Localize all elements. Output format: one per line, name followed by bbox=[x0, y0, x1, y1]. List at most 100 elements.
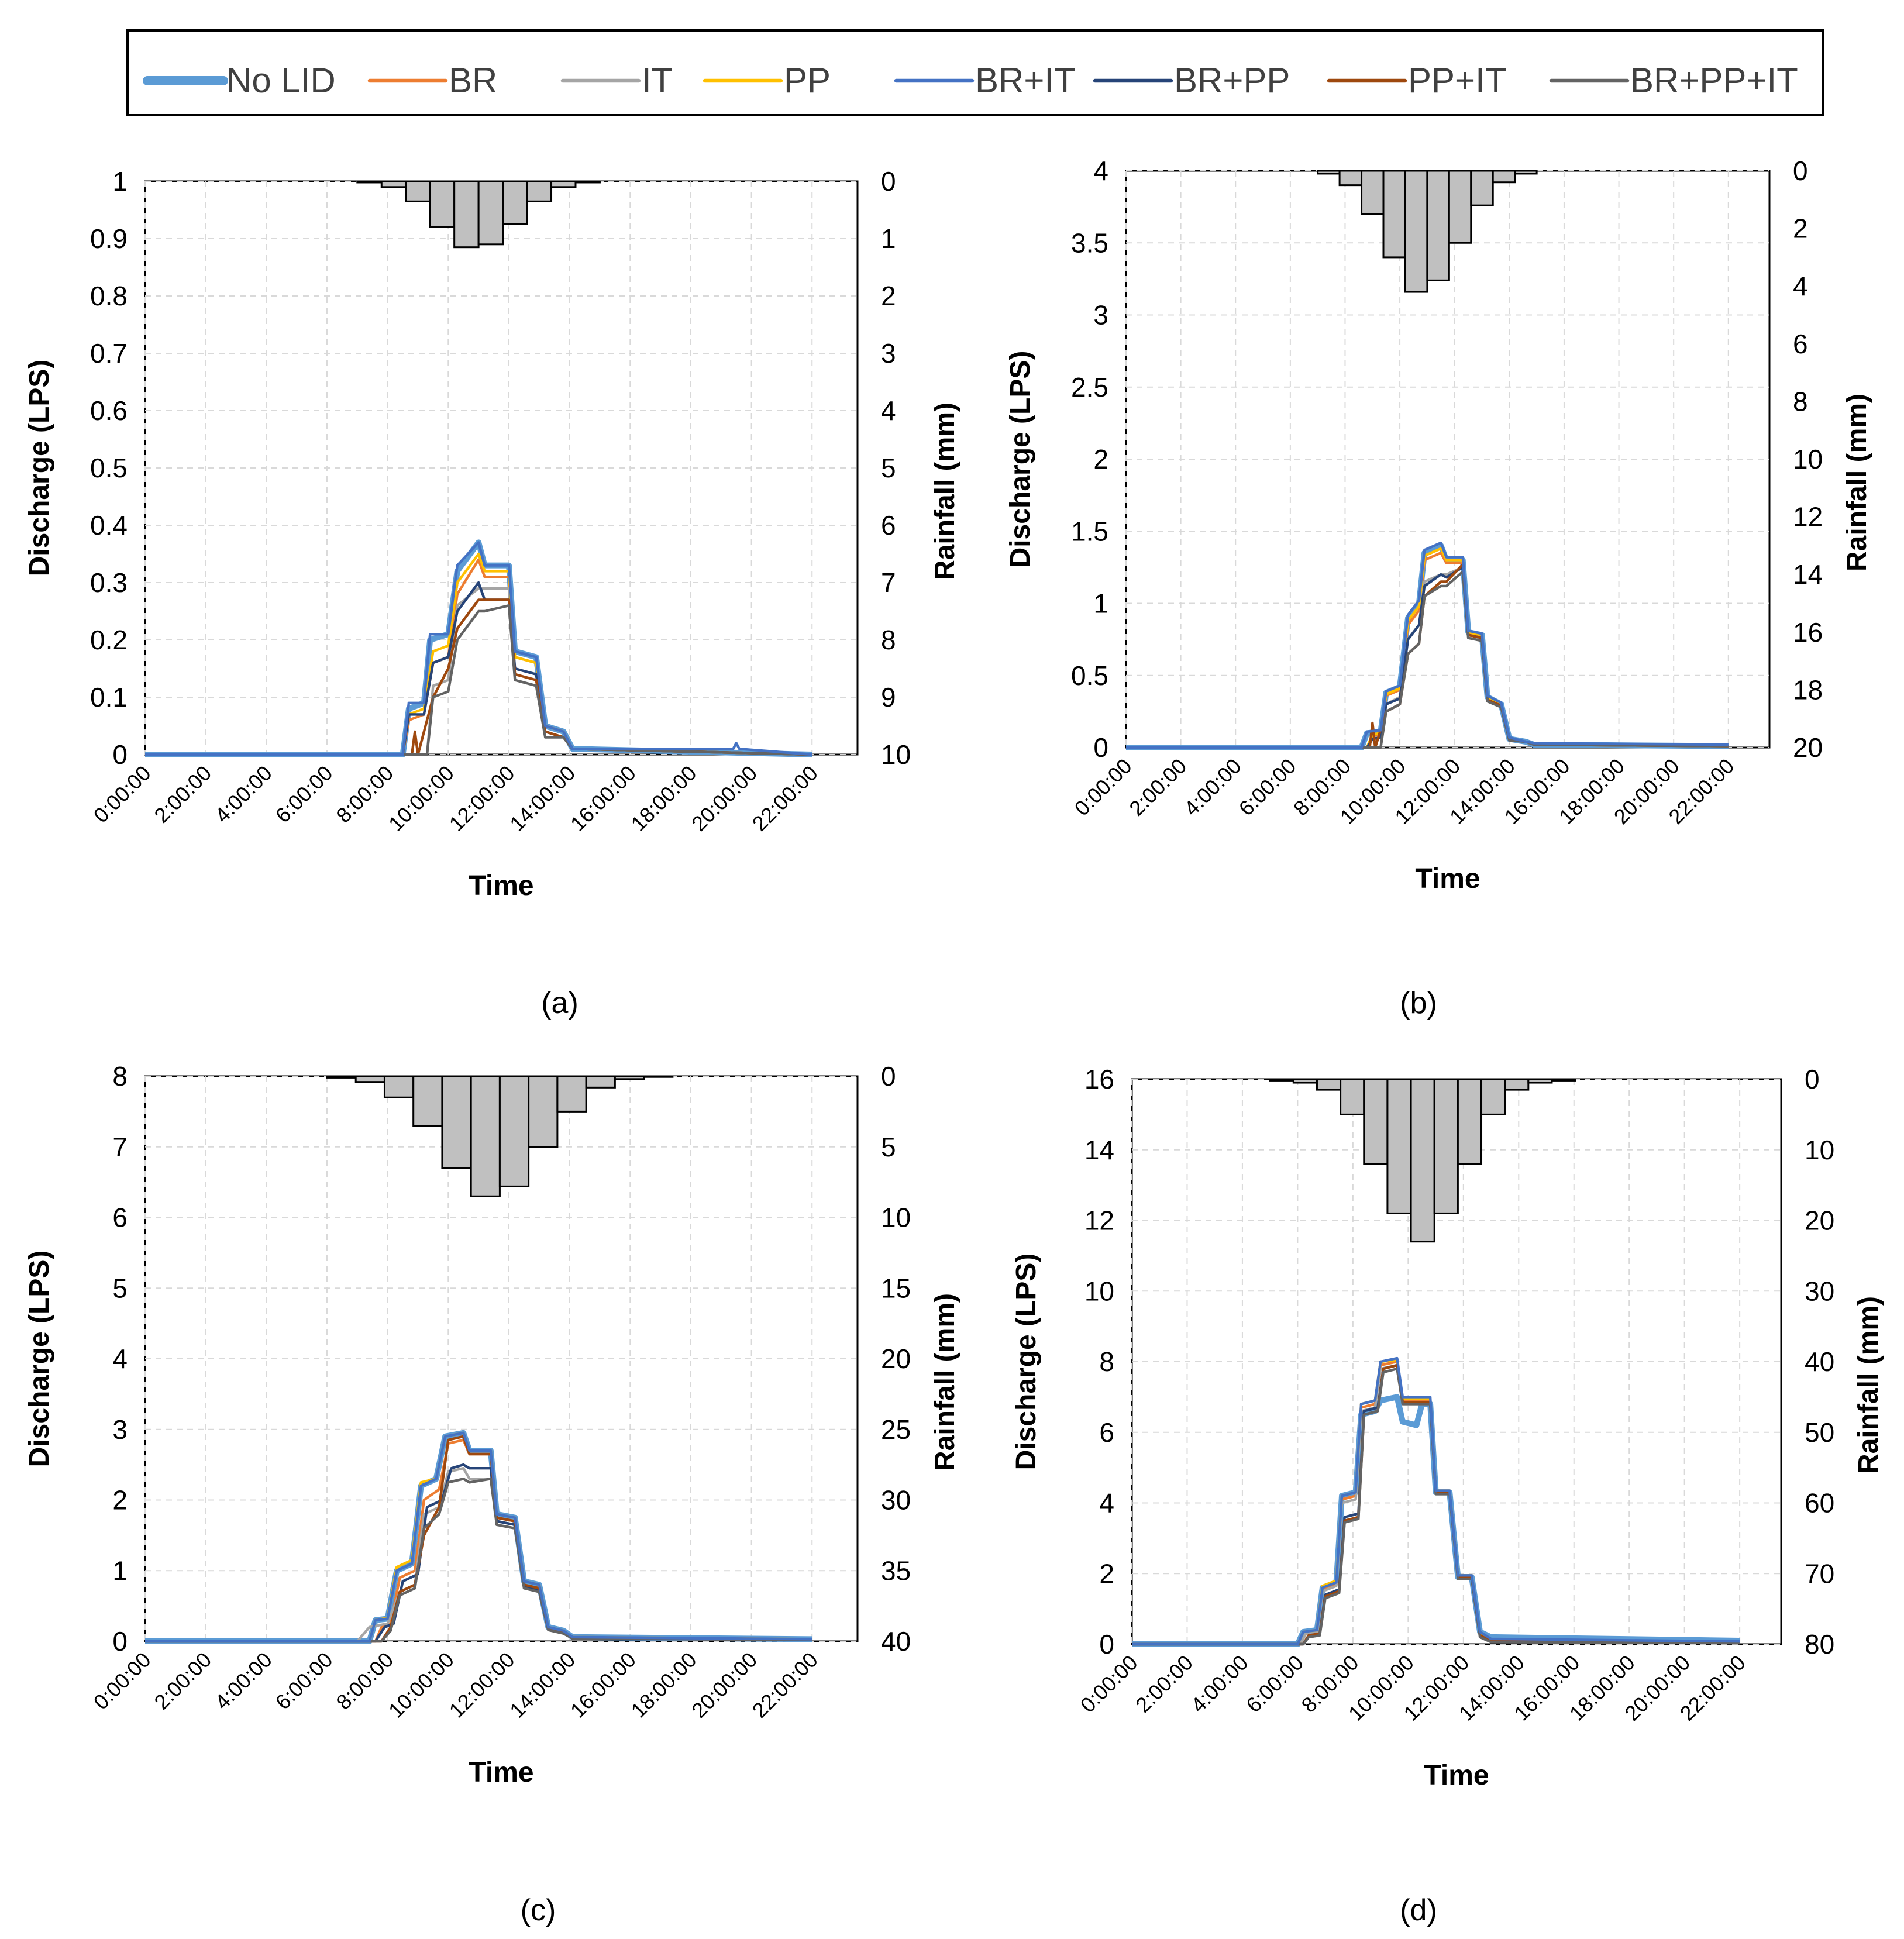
y-tick-label: 1.5 bbox=[1071, 516, 1108, 546]
x-tick-label: 14:00:00 bbox=[505, 1648, 580, 1723]
y2-tick-label: 25 bbox=[881, 1414, 911, 1445]
legend-label: PP+IT bbox=[1408, 61, 1506, 100]
y2-tick-label: 6 bbox=[1793, 329, 1808, 359]
y-axis-title: Discharge (LPS) bbox=[1011, 1253, 1042, 1470]
y2-tick-label: 2 bbox=[881, 281, 896, 311]
x-axis-title: Time bbox=[1424, 1760, 1489, 1791]
rainfall-bar bbox=[643, 1075, 674, 1078]
y2-tick-label: 16 bbox=[1793, 617, 1823, 648]
y2-tick-label: 30 bbox=[1805, 1276, 1834, 1306]
rainfall-bars bbox=[356, 180, 601, 249]
y2-axis-title: Rainfall (mm) bbox=[1853, 1296, 1884, 1474]
y2-tick-label: 5 bbox=[881, 1132, 896, 1162]
series-line-br-pp-it bbox=[1132, 1367, 1740, 1646]
y2-tick-label: 15 bbox=[881, 1273, 911, 1303]
y-tick-label: 0.1 bbox=[90, 682, 128, 712]
y2-tick-label: 0 bbox=[881, 1061, 896, 1091]
rainfall-bar bbox=[550, 180, 577, 188]
y-tick-label: 0 bbox=[1093, 732, 1108, 763]
rainfall-bar bbox=[574, 180, 601, 184]
rainfall-bar bbox=[477, 180, 504, 246]
rainfall-bar bbox=[470, 1075, 501, 1197]
panel-label: (c) bbox=[521, 1893, 556, 1927]
series-line-br-it bbox=[145, 1431, 812, 1643]
rainfall-bar bbox=[1340, 1078, 1365, 1115]
y2-tick-label: 40 bbox=[1805, 1346, 1834, 1377]
x-axis-title: Time bbox=[469, 870, 533, 901]
rainfall-bar bbox=[1363, 1078, 1389, 1165]
rainfall-bar bbox=[1404, 170, 1428, 293]
x-tick-label: 22:00:00 bbox=[748, 1648, 822, 1723]
legend: No LID BR IT PP BR+IT BR+PP PP+IT BR+PP+IT bbox=[126, 29, 1824, 116]
y-tick-label: 2 bbox=[112, 1485, 128, 1516]
x-tick-label: 20:00:00 bbox=[687, 761, 762, 836]
y-tick-label: 6 bbox=[1099, 1417, 1114, 1448]
x-tick-label: 2:00:00 bbox=[1131, 1651, 1197, 1717]
rainfall-bar bbox=[429, 180, 456, 228]
y-tick-label: 4 bbox=[112, 1344, 128, 1374]
x-tick-label: 4:00:00 bbox=[210, 1648, 277, 1714]
rainfall-bar bbox=[1470, 170, 1494, 206]
x-tick-label: 22:00:00 bbox=[748, 761, 822, 836]
y2-tick-label: 10 bbox=[881, 739, 911, 770]
y2-tick-label: 4 bbox=[881, 395, 896, 426]
series-line-br-pp-it bbox=[145, 1478, 812, 1643]
legend-frame bbox=[126, 29, 1824, 116]
rainfall-bar bbox=[405, 180, 431, 202]
rainfall-bar bbox=[1492, 170, 1516, 184]
x-tick-label: 16:00:00 bbox=[566, 761, 641, 836]
y-axis-title: Discharge (LPS) bbox=[1005, 351, 1036, 568]
legend-label: BR+PP+IT bbox=[1630, 61, 1798, 100]
x-tick-label: 4:00:00 bbox=[1186, 1651, 1253, 1717]
panel-b: 0 0.5 1 1.5 2 2.5 3 3.5 4 0 2 4 6 8 10 12 14 16 18 20 0:00:0… bbox=[1005, 156, 1872, 1020]
x-tick-label: 4:00:00 bbox=[210, 761, 277, 828]
y-tick-label: 0.6 bbox=[90, 395, 128, 426]
y-tick-label: 0.9 bbox=[90, 223, 128, 254]
y-tick-label: 0.7 bbox=[90, 338, 128, 368]
gridlines bbox=[144, 181, 858, 755]
x-tick-label: 0:00:00 bbox=[89, 761, 156, 828]
rainfall-bars bbox=[1317, 170, 1538, 293]
legend-label: BR+IT bbox=[975, 61, 1076, 100]
rainfall-bar bbox=[498, 1075, 530, 1187]
x-tick-label: 6:00:00 bbox=[1234, 754, 1301, 821]
y2-tick-label: 20 bbox=[1793, 732, 1823, 763]
y-tick-label: 0.8 bbox=[90, 281, 128, 311]
y2-tick-label: 2 bbox=[1793, 213, 1808, 244]
x-tick-label: 18:00:00 bbox=[626, 1648, 701, 1723]
y-tick-label: 4 bbox=[1093, 156, 1108, 186]
rainfall-bar bbox=[380, 180, 407, 188]
x-tick-label: 2:00:00 bbox=[149, 1648, 216, 1714]
y-tick-label: 0 bbox=[112, 739, 128, 770]
rainfall-bar bbox=[1316, 1078, 1342, 1091]
rainfall-bar bbox=[1382, 170, 1406, 259]
y-tick-label: 0.2 bbox=[90, 625, 128, 655]
x-tick-label: 12:00:00 bbox=[445, 761, 519, 836]
legend-label: BR bbox=[449, 61, 497, 100]
panel-a: 00.10.20.30.40.50.60.70.80.91 01234567891… bbox=[24, 166, 960, 1020]
x-tick-label: 2:00:00 bbox=[1124, 754, 1191, 821]
rainfall-bar bbox=[556, 1075, 587, 1113]
y2-axis-title: Rainfall (mm) bbox=[929, 1293, 960, 1471]
rainfall-bar bbox=[1386, 1078, 1412, 1214]
x-tick-label: 12:00:00 bbox=[445, 1648, 519, 1723]
rainfall-bar bbox=[1514, 170, 1538, 175]
rainfall-bar bbox=[1527, 1078, 1553, 1084]
x-axis-title: Time bbox=[469, 1757, 533, 1788]
panel-label: (b) bbox=[1400, 986, 1437, 1020]
legend-label: PP bbox=[784, 61, 831, 100]
x-tick-label: 16:00:00 bbox=[566, 1648, 641, 1723]
y-tick-label: 0.5 bbox=[1071, 660, 1108, 691]
y2-tick-label: 4 bbox=[1793, 271, 1808, 301]
x-tick-label: 2:00:00 bbox=[149, 761, 216, 828]
y2-tick-label: 10 bbox=[881, 1203, 911, 1233]
rainfall-bar bbox=[453, 180, 480, 249]
y-tick-label: 3.5 bbox=[1071, 228, 1108, 258]
x-tick-label: 4:00:00 bbox=[1179, 754, 1246, 821]
y2-axis-title: Rainfall (mm) bbox=[1841, 394, 1872, 571]
y2-tick-label: 70 bbox=[1805, 1558, 1834, 1589]
panel-label: (a) bbox=[541, 986, 579, 1020]
y2-tick-label: 8 bbox=[881, 625, 896, 655]
rainfall-bar bbox=[1504, 1078, 1530, 1091]
